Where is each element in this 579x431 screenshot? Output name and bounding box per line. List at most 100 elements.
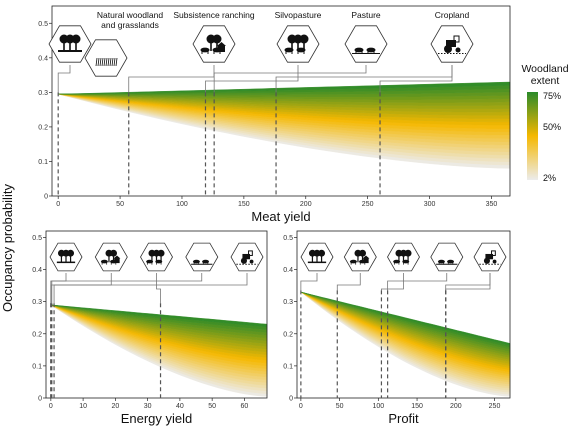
y-tick-label: 0.4 bbox=[32, 267, 42, 274]
category-connector bbox=[445, 273, 491, 291]
category-connector bbox=[445, 273, 491, 291]
category-connector bbox=[381, 273, 404, 291]
x-tick-label: 10 bbox=[79, 403, 87, 410]
panel-energy-yield: 0 10 20 30 40 50 60 0 0.1 0.2 0.3 0.4 0.5 Energy yiel… bbox=[32, 230, 268, 426]
axes-frame bbox=[296, 230, 511, 399]
grassland-icon bbox=[95, 57, 118, 67]
x-tick-label: 200 bbox=[450, 403, 462, 410]
pasture-icon bbox=[191, 259, 213, 265]
legend-title-line2: extent bbox=[531, 75, 560, 87]
category-connector bbox=[57, 65, 71, 93]
category-connector bbox=[387, 273, 448, 291]
legend-title-line1: Woodland bbox=[521, 63, 568, 75]
x-tick-label: 350 bbox=[486, 201, 498, 208]
x-tick-label: 0 bbox=[299, 403, 303, 410]
x-tick-label: 250 bbox=[489, 403, 501, 410]
figure-ylabel: Occupancy probability bbox=[0, 184, 15, 312]
category-connector bbox=[53, 273, 112, 304]
category-hexagon bbox=[185, 242, 219, 272]
woodland-grassland-icon bbox=[56, 249, 76, 264]
x-axis-label: Profit bbox=[388, 411, 419, 426]
panel-profit: 0 50 100 150 200 250 0 0.1 0.2 0.3 0.4 0.5 Profit bbox=[283, 230, 511, 426]
category-connector bbox=[336, 273, 361, 291]
category-connector bbox=[156, 273, 161, 304]
x-tick-label: 60 bbox=[241, 403, 249, 410]
y-tick-label: 0.5 bbox=[283, 235, 293, 242]
y-tick-label: 0.2 bbox=[32, 331, 42, 338]
category-hexagon bbox=[344, 25, 388, 63]
y-tick-label: 0 bbox=[38, 396, 42, 403]
cropland-icon bbox=[438, 35, 466, 54]
category-connector bbox=[213, 65, 367, 93]
category-hexagon bbox=[343, 242, 377, 272]
pasture-icon bbox=[436, 259, 458, 265]
category-hexagon bbox=[94, 242, 128, 272]
silvopasture-icon bbox=[146, 249, 165, 265]
x-axis-label: Meat yield bbox=[251, 209, 310, 224]
x-tick-label: 0 bbox=[56, 201, 60, 208]
x-tick-label: 100 bbox=[372, 403, 384, 410]
category-label: Natural woodland bbox=[97, 10, 163, 20]
ranching-icon bbox=[200, 34, 226, 54]
y-tick-label: 0 bbox=[289, 396, 293, 403]
y-tick-label: 0.2 bbox=[38, 124, 48, 131]
axes-frame bbox=[51, 5, 511, 197]
x-tick-label: 30 bbox=[144, 403, 152, 410]
pasture-icon bbox=[352, 47, 380, 54]
legend-tick-50: 50% bbox=[543, 122, 561, 132]
category-hexagon bbox=[84, 39, 128, 77]
x-tick-label: 200 bbox=[300, 201, 312, 208]
legend-tick-2: 2% bbox=[543, 173, 556, 183]
category-label: Subsistence ranching bbox=[173, 10, 255, 20]
y-tick-label: 0.3 bbox=[283, 299, 293, 306]
cropland-icon bbox=[236, 250, 258, 265]
y-tick-label: 0.5 bbox=[38, 21, 48, 28]
axes-frame bbox=[45, 230, 268, 399]
x-tick-label: 0 bbox=[49, 403, 53, 410]
y-tick-label: 0.1 bbox=[283, 363, 293, 370]
y-tick-label: 0.1 bbox=[38, 159, 48, 166]
silvopasture-icon bbox=[284, 34, 309, 54]
category-label: Pasture bbox=[351, 10, 381, 20]
cropland-icon bbox=[479, 250, 501, 265]
x-tick-label: 150 bbox=[238, 201, 250, 208]
legend-tick-75: 75% bbox=[543, 91, 561, 101]
category-hexagon bbox=[192, 25, 236, 63]
category-label: Silvopasture bbox=[275, 10, 322, 20]
legend-colorbar bbox=[527, 92, 538, 180]
x-tick-label: 50 bbox=[336, 403, 344, 410]
y-tick-label: 0 bbox=[44, 194, 48, 201]
panel-meat-yield: 0 50 100 150 200 250 300 350 0 0.1 0.2 0.3 0.4 0.5 Mea… bbox=[38, 5, 511, 224]
woodland-grassland-icon bbox=[58, 34, 82, 52]
x-tick-label: 150 bbox=[411, 403, 423, 410]
category-connector bbox=[300, 273, 318, 291]
x-tick-label: 40 bbox=[176, 403, 184, 410]
category-label: Cropland bbox=[435, 10, 470, 20]
category-connector bbox=[50, 273, 203, 304]
x-tick-label: 300 bbox=[424, 201, 436, 208]
x-tick-label: 100 bbox=[176, 201, 188, 208]
category-connector bbox=[50, 273, 248, 304]
legend: Woodland extent 75% 50% 2% bbox=[521, 63, 568, 183]
x-tick-label: 50 bbox=[208, 403, 216, 410]
ranching-icon bbox=[100, 249, 121, 265]
ranching-icon bbox=[349, 249, 370, 265]
x-tick-label: 250 bbox=[362, 201, 374, 208]
woodland-grassland-icon bbox=[307, 249, 327, 264]
x-axis-label: Energy yield bbox=[121, 411, 193, 426]
x-tick-label: 50 bbox=[116, 201, 124, 208]
y-tick-label: 0.1 bbox=[32, 363, 42, 370]
category-label-line2: and grasslands bbox=[101, 20, 159, 30]
y-tick-label: 0.3 bbox=[38, 90, 48, 97]
y-tick-label: 0.5 bbox=[32, 235, 42, 242]
category-hexagon bbox=[430, 242, 464, 272]
category-connector bbox=[128, 65, 215, 93]
y-tick-label: 0.3 bbox=[32, 299, 42, 306]
y-tick-label: 0.2 bbox=[283, 331, 293, 338]
category-connector bbox=[379, 65, 453, 93]
y-tick-label: 0.4 bbox=[38, 55, 48, 62]
silvopasture-icon bbox=[393, 249, 412, 265]
y-tick-label: 0.4 bbox=[283, 267, 293, 274]
x-tick-label: 20 bbox=[111, 403, 119, 410]
